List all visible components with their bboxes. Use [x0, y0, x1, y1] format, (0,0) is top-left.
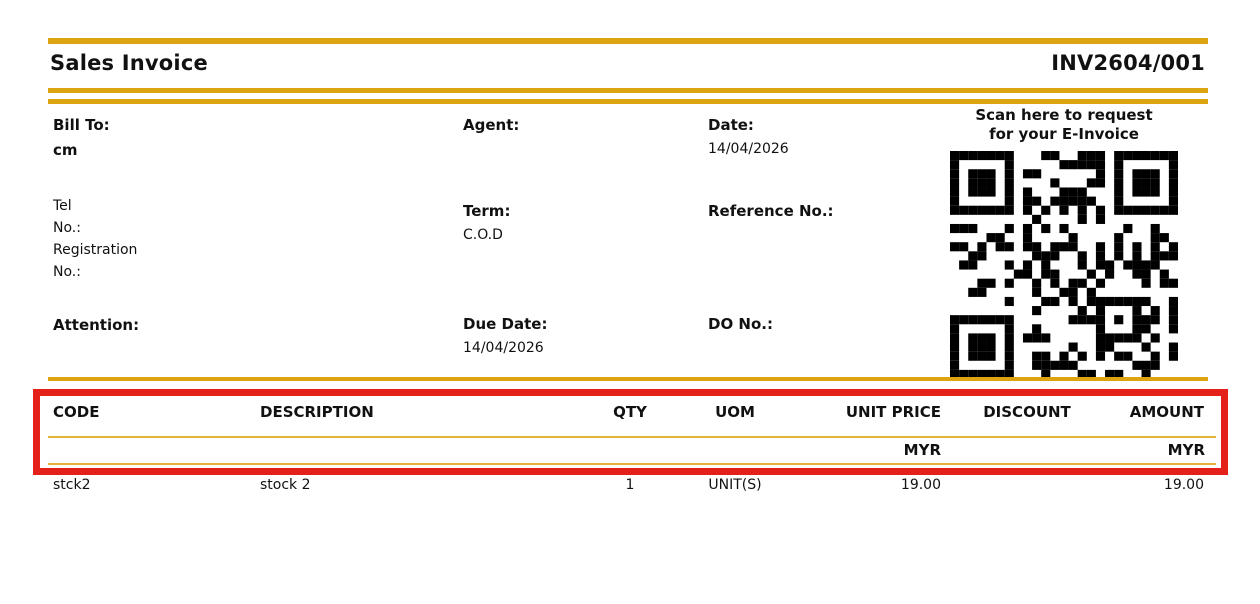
bill-to-value: cm [53, 141, 78, 159]
agent-label: Agent: [463, 116, 520, 134]
table-top-gold-rule [48, 377, 1208, 381]
title-underline-rule-1 [48, 88, 1208, 93]
date-value: 14/04/2026 [708, 141, 789, 157]
qr-caption: Scan here to request for your E-Invoice [975, 106, 1153, 143]
due-date-label: Due Date: [463, 315, 548, 333]
column-header-description: DESCRIPTION [260, 403, 374, 421]
do-no-label: DO No.: [708, 315, 773, 333]
table-row: stck2 stock 2 1 UNIT(S) 19.00 19.00 [0, 477, 1260, 497]
page-title: Sales Invoice [50, 51, 208, 75]
attention-label: Attention: [53, 316, 140, 334]
row-unit-price: 19.00 [900, 477, 941, 493]
column-header-amount: AMOUNT [1129, 403, 1204, 421]
table-header-highlight-box [33, 389, 1228, 475]
column-header-uom: UOM [715, 403, 755, 421]
column-header-qty: QTY [613, 403, 647, 421]
row-qty: 1 [625, 477, 635, 493]
title-underline-rule-2 [48, 99, 1208, 104]
qr-code [950, 151, 1178, 379]
column-header-discount: DISCOUNT [983, 403, 1071, 421]
date-label: Date: [708, 116, 754, 134]
column-header-code: CODE [53, 403, 100, 421]
table-header-row: CODE DESCRIPTION QTY UOM UNIT PRICE DISC… [0, 403, 1260, 423]
registration-no-label: Registration No.: [53, 242, 138, 280]
row-uom: UNIT(S) [708, 477, 762, 493]
table-currency-row: MYR MYR [0, 441, 1260, 461]
row-description: stock 2 [260, 477, 311, 493]
currency-unit-price: MYR [903, 441, 941, 459]
invoice-number: INV2604/001 [1051, 51, 1205, 75]
row-code: stck2 [53, 477, 91, 493]
currency-amount: MYR [1167, 441, 1205, 459]
bill-to-label: Bill To: [53, 116, 110, 134]
term-label: Term: [463, 202, 511, 220]
header-divider-rule-2 [48, 463, 1216, 465]
header-divider-rule-1 [48, 436, 1216, 438]
reference-no-label: Reference No.: [708, 202, 834, 220]
top-gold-rule [48, 38, 1208, 44]
tel-no-label: Tel No.: [53, 198, 81, 236]
term-value: C.O.D [463, 227, 503, 243]
column-header-unit-price: UNIT PRICE [845, 403, 941, 421]
row-amount: 19.00 [1163, 477, 1204, 493]
due-date-value: 14/04/2026 [463, 340, 544, 356]
